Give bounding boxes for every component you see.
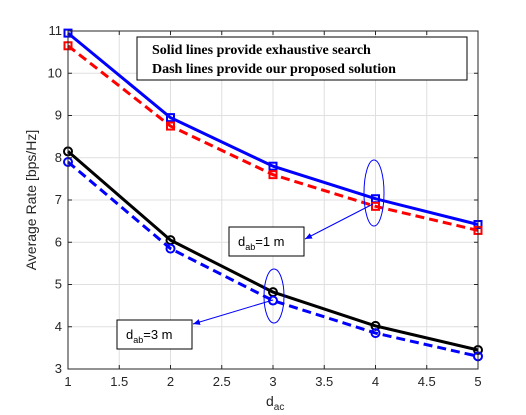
annotation-label-3m: dab=3 m: [126, 327, 173, 345]
x-tick-label: 4.5: [418, 374, 436, 389]
annotation-label-1m: dab=1 m: [238, 234, 285, 252]
x-tick-label: 2: [167, 374, 174, 389]
annotation-arrow-3m: [192, 299, 274, 325]
y-tick-label: 4: [55, 319, 62, 334]
y-tick-label: 10: [48, 65, 62, 80]
y-tick-label: 8: [55, 150, 62, 165]
y-tick-label: 9: [55, 108, 62, 123]
notes-box: [136, 36, 468, 81]
annotation-box-3m: [116, 319, 193, 350]
series-2-point: [371, 201, 380, 211]
annotation-ellipse-1m: [363, 159, 385, 227]
series-4-point: [370, 328, 381, 339]
series-line-4: [67, 160, 479, 358]
x-tick-label: 1.5: [110, 374, 128, 389]
tick-labels: 1 1.5 2 2.5 3 3.5 4 4.5 5 3 4 5 6 7 8 9 10 11: [48, 23, 482, 389]
y-tick-label: 11: [49, 23, 63, 38]
series-4-point: [165, 243, 176, 254]
x-tick-label: 2.5: [213, 374, 231, 389]
note-dash-lines: Dash lines provide our proposed solution: [152, 62, 396, 77]
x-tick-label: 3.5: [315, 374, 333, 389]
y-tick-label: 3: [55, 361, 62, 376]
x-tick-label: 3: [269, 374, 276, 389]
series-line-3: [67, 150, 479, 352]
y-axis-label: Average Rate [bps/Hz]: [23, 130, 39, 271]
series-1-point: [268, 161, 278, 171]
series-1-point: [166, 113, 175, 123]
annotation-arrow-1m: [304, 203, 374, 240]
annotation-ellipse-3m: [263, 268, 285, 324]
series-layer: [63, 28, 483, 362]
y-tick-label: 6: [55, 234, 62, 249]
series-2-point: [268, 170, 278, 180]
series-line-2: [67, 44, 479, 232]
note-solid-lines: Solid lines provide exhaustive search: [152, 43, 371, 58]
y-tick-label: 7: [55, 192, 62, 207]
series-2-point: [166, 121, 175, 131]
y-tick-label: 5: [55, 277, 62, 292]
x-tick-label: 4: [372, 374, 379, 389]
x-tick-label: 5: [474, 374, 481, 389]
series-line-1: [67, 31, 479, 226]
x-axis-label: dac: [266, 393, 284, 413]
x-tick-label: 1: [64, 374, 71, 389]
series-4-point: [268, 295, 278, 306]
annotation-box-1m: [228, 226, 305, 257]
